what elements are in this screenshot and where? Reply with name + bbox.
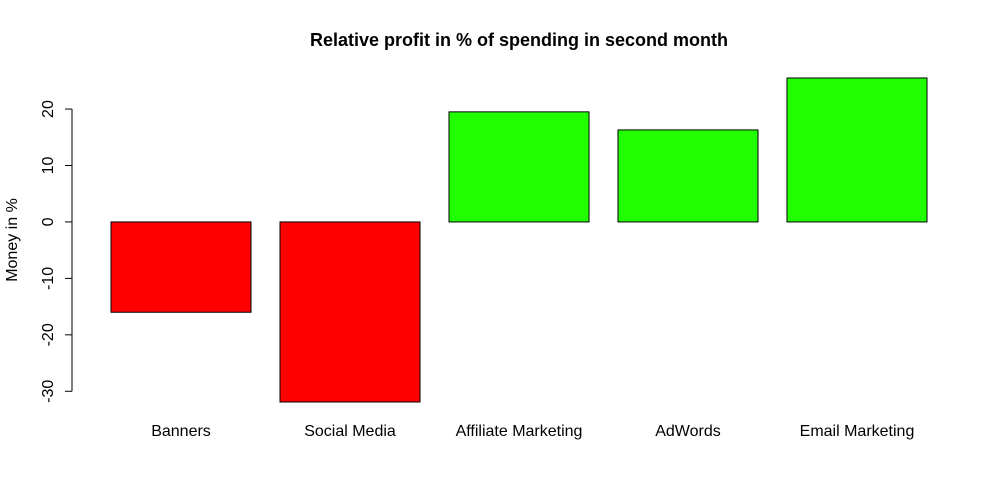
y-tick-label: 0 [40,217,57,226]
bar [786,77,928,223]
x-tick-label: Banners [151,423,211,440]
x-tick-label: AdWords [655,423,721,440]
y-tick-label: -10 [40,267,57,290]
x-tick-label: Email Marketing [800,423,915,440]
y-tick-label: 20 [40,100,57,118]
bar [617,129,759,223]
bar [110,221,252,313]
y-axis-label: Money in % [4,198,21,282]
y-tick-label: -30 [40,380,57,403]
x-tick-label: Social Media [304,423,396,440]
x-tick-label: Affiliate Marketing [456,423,583,440]
y-tick-label: -20 [40,323,57,346]
bar [279,221,421,403]
chart-title: Relative profit in % of spending in seco… [310,30,728,50]
bar [448,111,590,223]
y-tick-label: 10 [40,156,57,174]
